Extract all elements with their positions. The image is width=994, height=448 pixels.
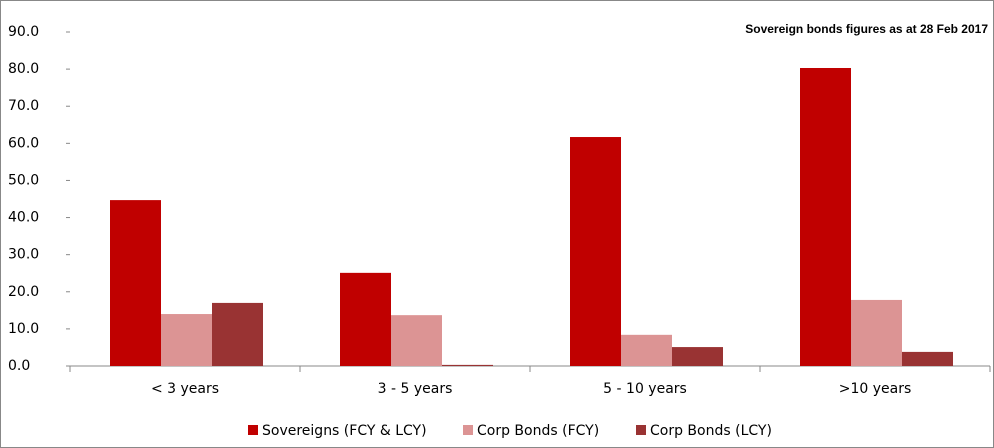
legend-swatch — [463, 425, 473, 435]
bar — [161, 314, 212, 366]
y-tick-label: 90.0 — [8, 24, 39, 40]
x-tick-label: >10 years — [839, 381, 912, 397]
x-tick-label: 3 - 5 years — [378, 381, 453, 397]
bar — [800, 67, 851, 367]
bar — [110, 200, 161, 366]
y-tick-label: 20.0 — [8, 284, 39, 300]
y-tick-label: 10.0 — [8, 321, 39, 337]
bar — [442, 364, 493, 366]
bar — [212, 302, 263, 366]
y-tick-label: 50.0 — [8, 172, 39, 188]
x-tick-label: 5 - 10 years — [603, 381, 687, 397]
legend-label: Corp Bonds (LCY) — [650, 423, 772, 439]
legend-swatch — [248, 425, 258, 435]
y-tick-label: 70.0 — [8, 98, 39, 114]
y-tick-label: 60.0 — [8, 135, 39, 151]
bar — [391, 315, 442, 366]
legend-label: Corp Bonds (FCY) — [477, 423, 599, 439]
y-tick-label: 40.0 — [8, 210, 39, 226]
y-tick-label: 80.0 — [8, 61, 39, 77]
chart-title: Sovereign bonds figures as at 28 Feb 201… — [745, 22, 988, 36]
x-tick-label: < 3 years — [151, 381, 219, 397]
bar — [570, 137, 621, 366]
bar — [621, 334, 672, 366]
y-tick-label: 0.0 — [8, 358, 30, 374]
bar — [340, 272, 391, 366]
bar — [902, 351, 953, 366]
bar — [851, 299, 902, 366]
y-tick-label: 30.0 — [8, 247, 39, 263]
legend-label: Sovereigns (FCY & LCY) — [262, 423, 427, 439]
legend-swatch — [636, 425, 646, 435]
bar — [672, 347, 723, 366]
